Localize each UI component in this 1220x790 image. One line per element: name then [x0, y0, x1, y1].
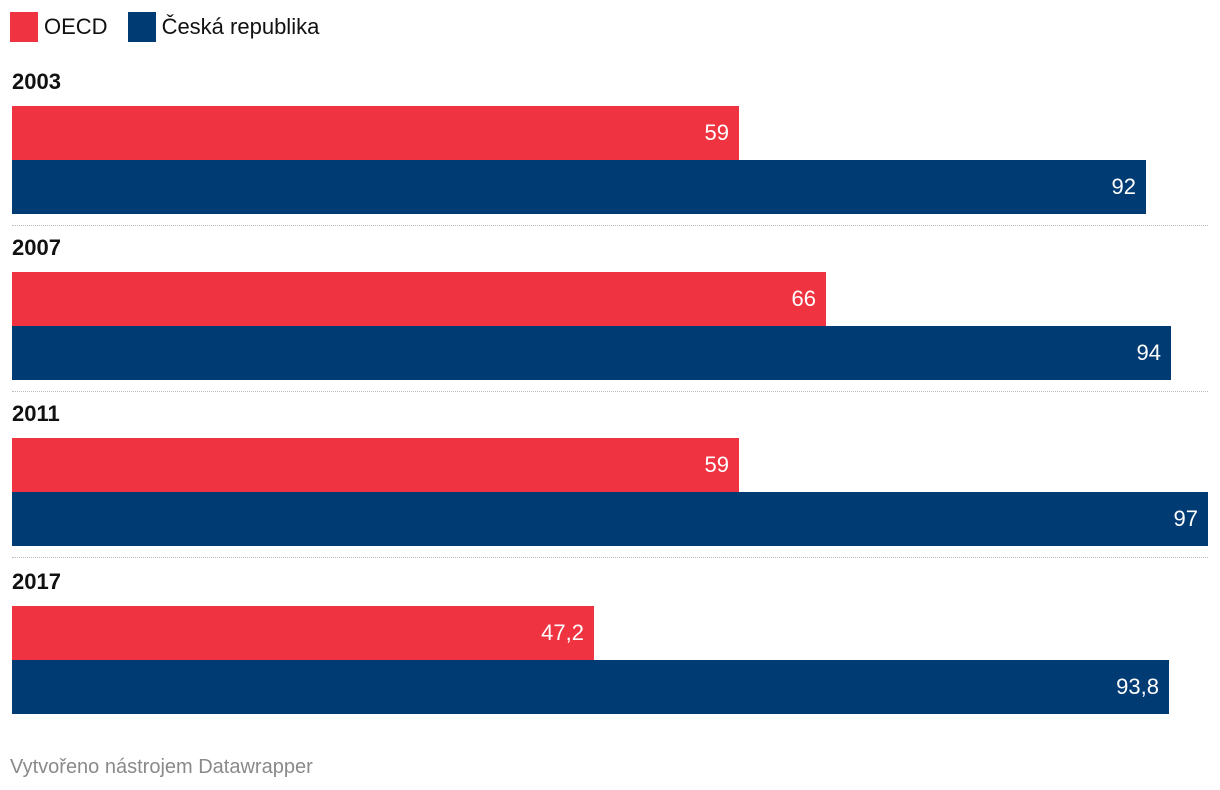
legend-label-czech: Česká republika [161, 14, 320, 39]
group-divider [12, 225, 1208, 226]
chart-legend: OECD Česká republika [10, 12, 319, 42]
value-label-oecd-2017: 47,2 [541, 620, 584, 645]
value-label-czech-2003: 92 [1111, 174, 1136, 199]
datawrapper-credit: Vytvořeno nástrojem Datawrapper [10, 756, 313, 778]
legend-swatch-oecd [10, 12, 38, 42]
bar-group-2007: 2007 66 94 [12, 233, 1208, 383]
legend-item-czech: Česká republika [127, 12, 320, 42]
value-label-oecd-2011: 59 [704, 452, 729, 477]
bar-czech-2003: 92 [12, 160, 1146, 214]
bar-group-2011: 2011 59 97 [12, 399, 1208, 549]
bar-czech-2007: 94 [12, 326, 1171, 380]
bar-czech-2017: 93,8 [12, 660, 1169, 714]
value-label-czech-2007: 94 [1136, 340, 1161, 365]
bar-chart: 2003 59 92 2007 66 94 2011 59 97 2017 47… [12, 0, 1208, 720]
value-label-oecd-2007: 66 [791, 286, 816, 311]
group-divider [12, 391, 1208, 392]
value-label-czech-2017: 93,8 [1116, 674, 1159, 699]
bar-oecd-2007: 66 [12, 272, 826, 326]
category-label-2017: 2017 [12, 569, 61, 594]
legend-item-oecd: OECD [10, 12, 108, 42]
value-label-oecd-2003: 59 [704, 120, 729, 145]
value-label-czech-2011: 97 [1173, 506, 1198, 531]
category-label-2007: 2007 [12, 235, 61, 260]
bar-oecd-2011: 59 [12, 438, 739, 492]
bar-oecd-2003: 59 [12, 106, 739, 160]
bar-group-2017: 2017 47,2 93,8 [12, 567, 1208, 717]
bar-group-2003: 2003 59 92 [12, 67, 1208, 217]
bar-oecd-2017: 47,2 [12, 606, 594, 660]
legend-label-oecd: OECD [44, 14, 108, 39]
category-label-2011: 2011 [12, 401, 60, 426]
category-label-2003: 2003 [12, 69, 61, 94]
bar-czech-2011: 97 [12, 492, 1208, 546]
group-divider [12, 557, 1208, 558]
legend-swatch-czech [127, 12, 156, 42]
